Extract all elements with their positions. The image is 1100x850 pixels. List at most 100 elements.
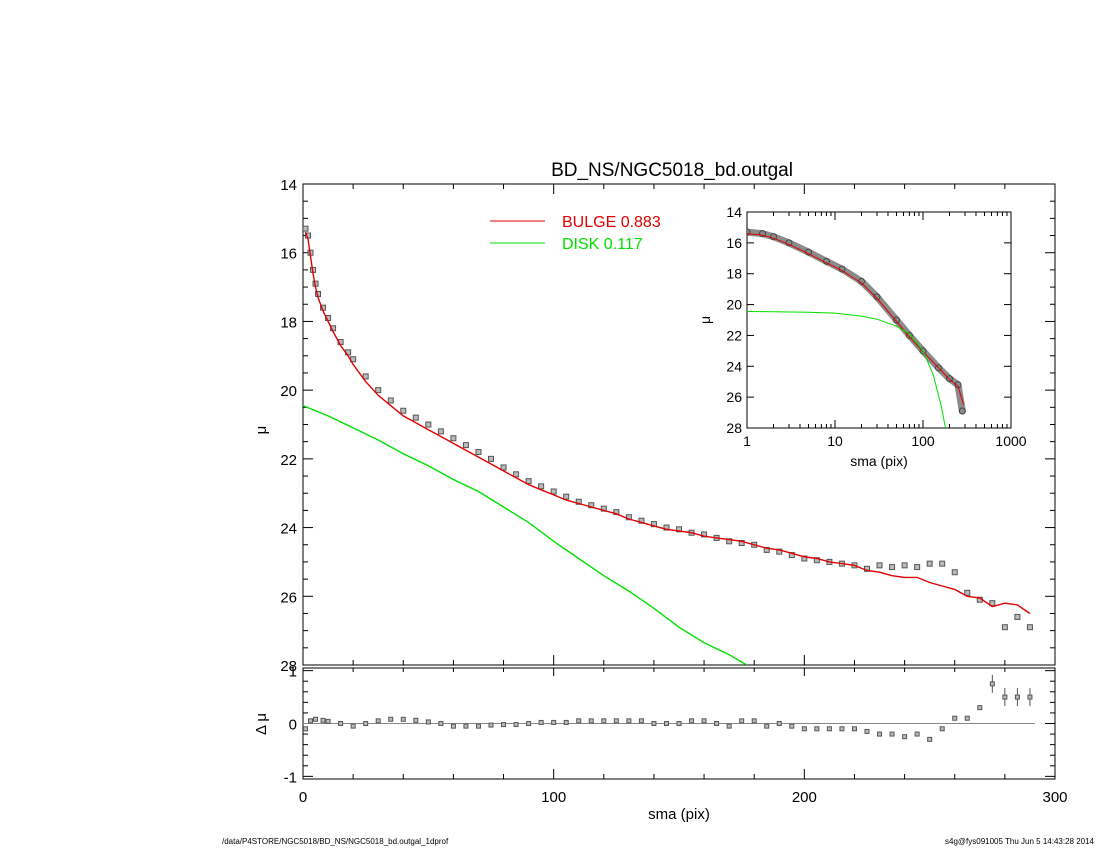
residual-point <box>320 717 326 723</box>
residual-point <box>651 721 657 726</box>
data-point <box>873 293 881 301</box>
data-point <box>563 493 570 500</box>
residual-point <box>325 718 331 724</box>
y-tick-label: 0 <box>289 717 297 734</box>
data-point <box>919 347 927 355</box>
residual-point <box>1014 694 1020 700</box>
residual-point <box>538 719 544 725</box>
residual-point <box>776 721 782 726</box>
data-point <box>475 448 482 455</box>
residual-point <box>363 721 369 726</box>
x-tick-label: 300 <box>1042 789 1067 806</box>
data-point <box>638 517 645 524</box>
legend-label: BULGE 0.883 <box>562 214 661 231</box>
residual-point <box>877 731 883 737</box>
y-tick-label: 26 <box>726 389 742 405</box>
residual-point <box>751 718 757 724</box>
main-panel: 14 16 18 20 22 24 26 28 μ BULGE 0.883 DISK 0.117 <box>253 177 1056 675</box>
inset-panel: 14 16 18 20 22 24 26 281 10 100 1000 sma (pix) μ <box>697 204 1027 469</box>
residual-point <box>789 723 795 729</box>
data-point <box>905 331 913 339</box>
x-tick-label: 1 <box>743 433 751 449</box>
residual-point <box>613 718 619 724</box>
main-plot-area <box>303 225 1033 665</box>
data-point <box>613 509 620 516</box>
residual-point <box>338 721 344 726</box>
data-point <box>387 397 394 404</box>
y-tick-label: 1 <box>289 664 297 681</box>
residual-point <box>663 721 669 726</box>
residual-point <box>425 719 431 725</box>
data-point <box>1026 624 1033 631</box>
residual-point <box>814 726 820 732</box>
residual-point <box>638 718 644 724</box>
y-axis-label: μ <box>253 426 270 435</box>
data-point <box>876 562 883 569</box>
bulge-profile-line <box>304 231 1031 615</box>
residual-point <box>739 718 745 724</box>
residual-point <box>601 718 607 724</box>
residual-point <box>308 718 314 724</box>
y-tick-label: 24 <box>726 358 742 374</box>
residual-point <box>689 718 695 724</box>
data-point <box>575 498 582 505</box>
legend-label: DISK 0.117 <box>562 236 643 253</box>
residual-point <box>851 726 857 732</box>
data-point <box>914 564 921 571</box>
data-point <box>945 375 953 383</box>
residual-point <box>475 723 481 729</box>
y-tick-label: 20 <box>280 383 297 400</box>
y-tick-label: 28 <box>726 420 742 436</box>
residual-point <box>303 726 309 732</box>
residual-point <box>764 723 770 729</box>
data-point <box>964 589 971 596</box>
residual-point <box>551 719 557 725</box>
disk-profile-line <box>303 404 748 665</box>
data-point <box>901 562 908 569</box>
data-point <box>763 546 770 553</box>
residual-point <box>488 722 494 728</box>
x-tick-label: 0 <box>299 789 307 806</box>
data-point <box>701 531 708 538</box>
data-point <box>462 442 469 449</box>
x-axis-label: sma (pix) <box>648 806 710 823</box>
data-point <box>926 560 933 567</box>
residual-point <box>914 731 920 737</box>
y-axis-label: Δ μ <box>253 713 270 735</box>
y-axis-label: μ <box>697 316 713 324</box>
y-tick-label: 16 <box>280 246 297 263</box>
footer-timestamp: s4g@fys091005 Thu Jun 5 14:43:28 2014 <box>945 837 1094 846</box>
data-point <box>758 230 766 238</box>
residual-point <box>388 716 394 722</box>
y-tick-label: 24 <box>280 521 297 538</box>
data-point <box>425 421 432 428</box>
residual-point <box>350 723 356 729</box>
y-tick-label: 22 <box>280 452 297 469</box>
x-tick-label: 100 <box>911 433 935 449</box>
y-tick-label: 26 <box>280 589 297 606</box>
data-point <box>450 435 457 442</box>
chart-title: BD_NS/NGC5018_bd.outgal <box>551 160 793 181</box>
residual-point <box>889 731 895 737</box>
residual-point <box>801 726 807 732</box>
residual-point <box>588 718 594 724</box>
residual-point <box>400 716 406 722</box>
residual-point <box>977 705 983 711</box>
data-point <box>500 464 507 471</box>
y-tick-label: 18 <box>280 314 297 331</box>
residual-point <box>839 726 845 732</box>
residual-point <box>413 717 419 723</box>
data-point <box>538 483 545 490</box>
data-point <box>769 233 777 241</box>
residual-point <box>726 723 732 729</box>
inset-plot-frame <box>746 211 1012 429</box>
data-point <box>776 548 783 555</box>
data-point <box>588 502 595 509</box>
y-tick-label: 16 <box>726 235 742 251</box>
residual-point <box>513 722 519 728</box>
data-point <box>412 414 419 421</box>
y-tick-label: 14 <box>726 204 742 220</box>
x-tick-label: 100 <box>541 789 566 806</box>
residual-point <box>1027 694 1033 700</box>
